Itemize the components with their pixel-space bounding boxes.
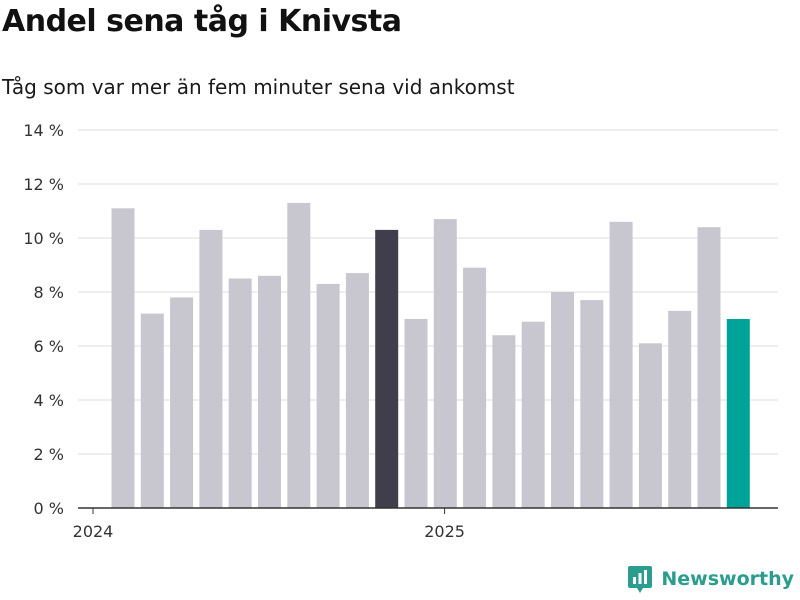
bar-2024-08 <box>316 283 340 508</box>
bar-2025-04 <box>551 292 574 508</box>
bar-2024-10 <box>375 229 399 508</box>
bar-2025-07 <box>638 343 662 508</box>
x-axis: 2024 2025 <box>73 507 778 541</box>
bars <box>111 202 750 509</box>
x-tick-label: 2025 <box>424 522 465 541</box>
bar-2025-03 <box>521 321 545 508</box>
bar-2025-09 <box>697 227 721 508</box>
bar-2024-12 <box>433 219 457 508</box>
bar-2024-05 <box>228 278 252 508</box>
newsworthy-logo-icon <box>628 566 653 593</box>
bar-2024-02 <box>140 313 164 508</box>
y-tick-label: 10 % <box>23 229 64 248</box>
bar-2025-06 <box>609 221 633 509</box>
y-tick-label: 2 % <box>34 445 64 464</box>
bar-2024-04 <box>199 229 223 508</box>
bar-2024-07 <box>287 202 311 508</box>
bar-2024-11 <box>404 319 428 508</box>
y-tick-label: 0 % <box>34 499 64 518</box>
bar-2025-08 <box>668 310 692 508</box>
bar-2025-05 <box>580 300 604 508</box>
newsworthy-logo[interactable]: Newsworthy <box>627 564 794 594</box>
chart-subtitle: Tåg som var mer än fem minuter sena vid … <box>2 75 515 99</box>
brand-name: Newsworthy <box>661 568 794 590</box>
y-tick-label: 14 % <box>23 121 64 140</box>
y-axis-labels: 0 % 2 % 4 % 6 % 8 % 10 % 12 % 14 % <box>23 121 64 518</box>
y-tick-label: 4 % <box>34 391 64 410</box>
bar-2025-02 <box>492 335 516 508</box>
y-tick-label: 12 % <box>23 175 64 194</box>
y-tick-label: 6 % <box>34 337 64 356</box>
bar-2024-09 <box>345 273 369 508</box>
bar-2024-06 <box>258 275 281 508</box>
bar-2024-01 <box>111 208 135 509</box>
bar-2025-10 <box>726 319 750 508</box>
x-tick-label: 2024 <box>73 522 114 541</box>
bar-2024-03 <box>170 297 194 508</box>
chart-title: Andel sena tåg i Knivsta <box>2 4 402 39</box>
y-tick-label: 8 % <box>34 283 64 302</box>
bar-2025-01 <box>463 267 487 508</box>
